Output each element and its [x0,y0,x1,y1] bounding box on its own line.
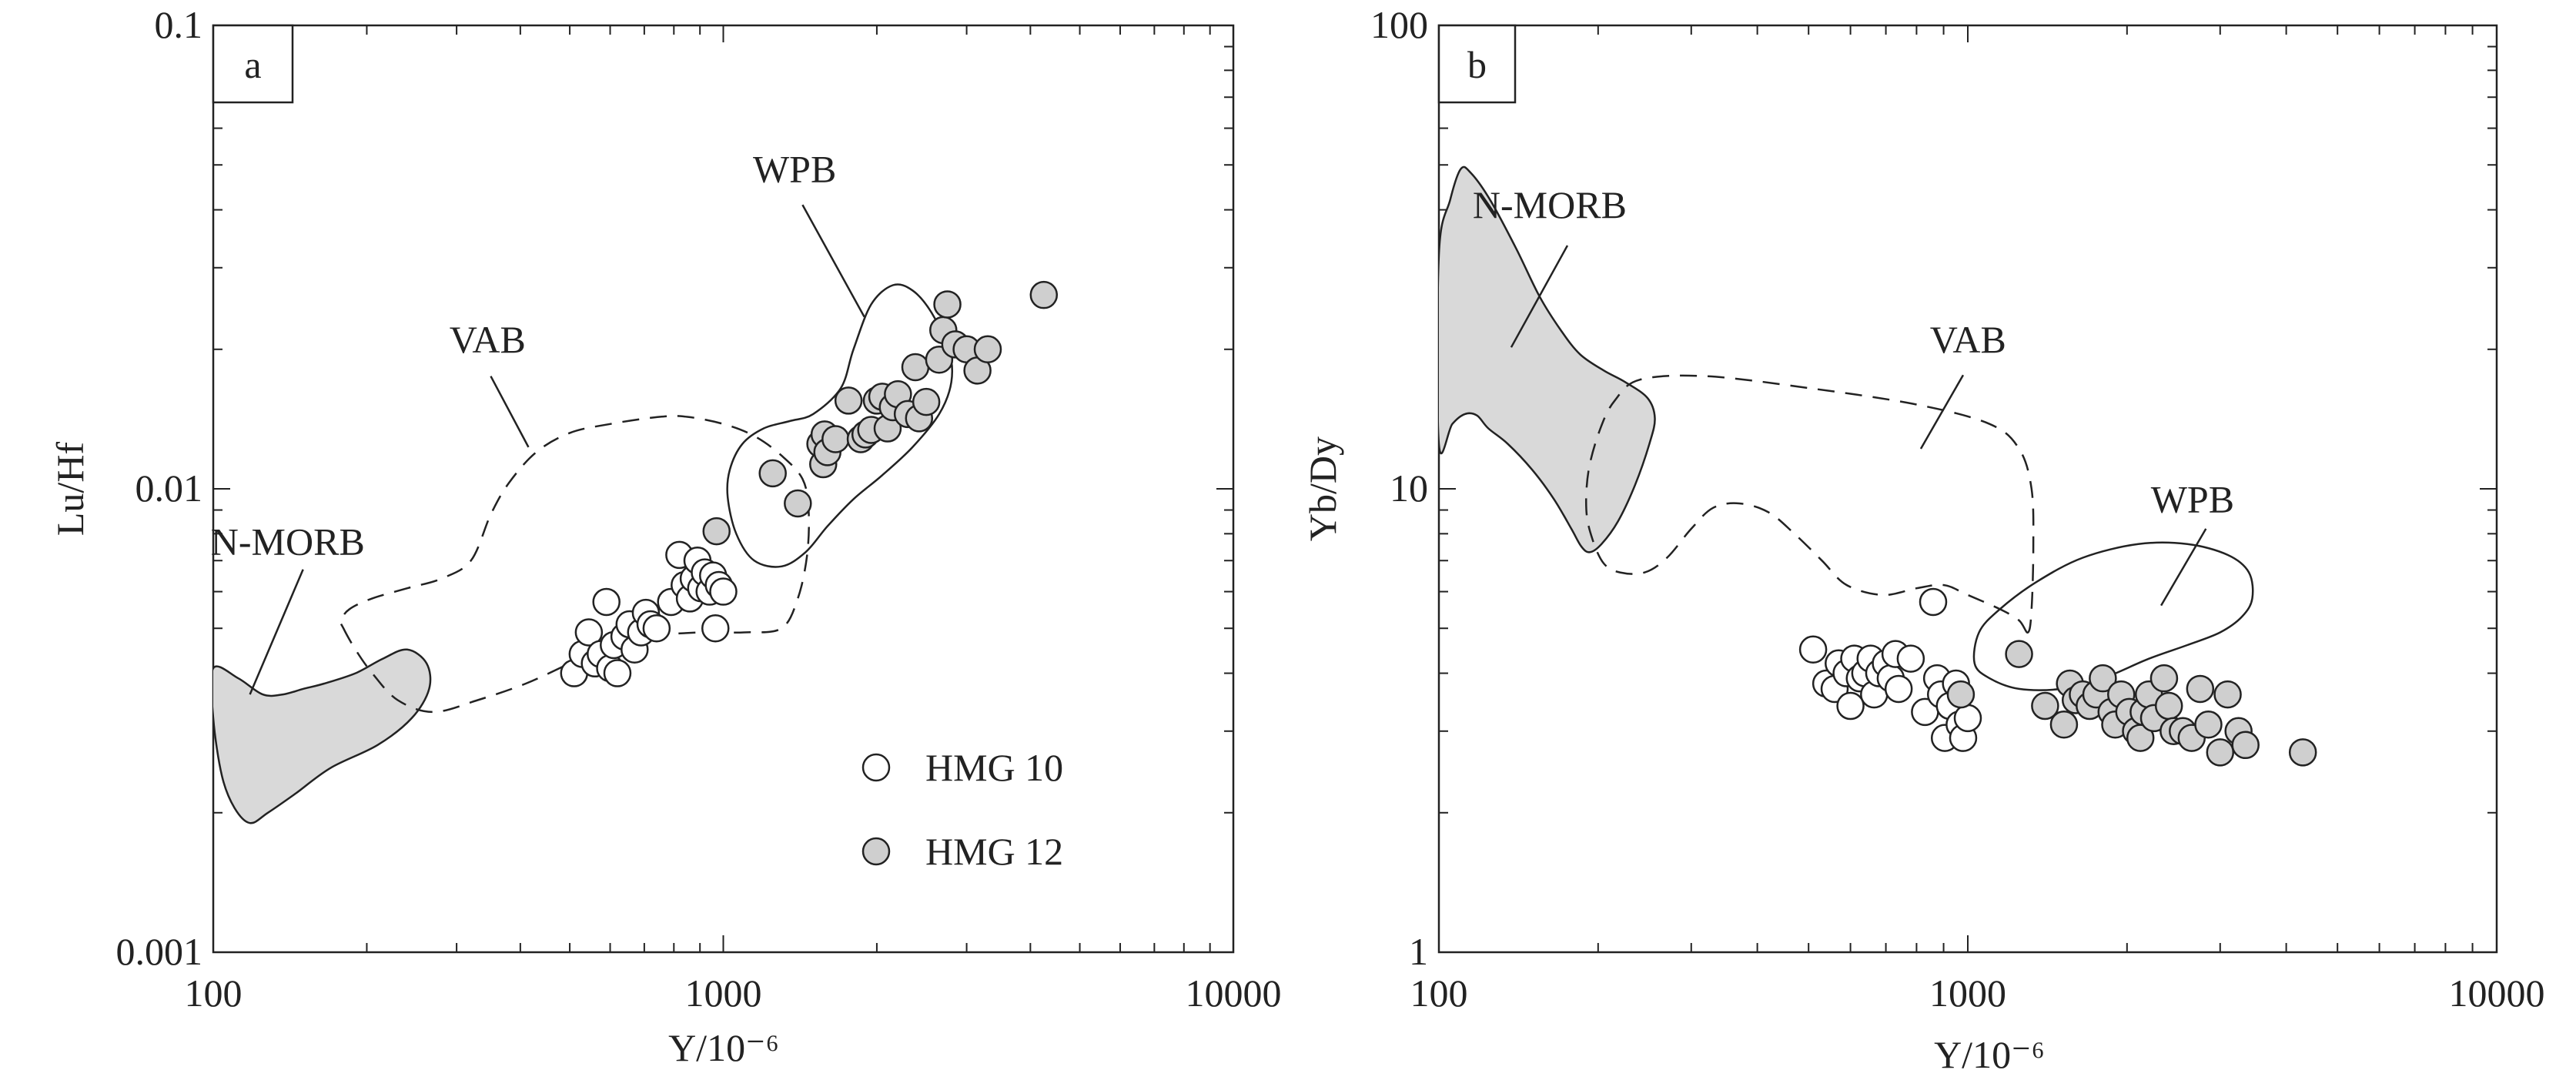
field-vab-leader [490,376,530,448]
panel-b-chart: 100 1000 10000 1 10 100 Y/10⁻⁶ Yb/Dy N-MORB VAB WP… [1301,3,2545,1070]
field-vab-leader [1919,374,1965,450]
field-n-morb-outline [213,648,432,824]
data-point [2194,710,2223,739]
data-point [933,290,962,319]
data-point [2031,691,2059,721]
panel-label: b [1467,43,1487,86]
panel-label: a [244,43,261,86]
series-hmg-12 [702,280,1059,546]
data-point [1029,280,1059,309]
axis-ticks [212,25,1233,953]
series-hmg-10 [560,540,738,687]
data-point [701,614,730,643]
data-point [702,517,731,546]
data-point [642,614,671,643]
data-point [821,425,850,453]
panel-label-box [212,24,294,104]
data-point [2186,674,2215,704]
x-tick-label: 10000 [1186,971,1282,1015]
data-point [2049,710,2079,739]
x-tick-label: 100 [1410,971,1468,1015]
data-point [2149,664,2179,693]
data-point [1896,644,1925,673]
y-tick-label: 1 [1409,930,1428,973]
data-point [973,335,1002,364]
data-point [603,659,632,687]
y-tick-label: 100 [1370,3,1428,46]
field-wpb-label: WPB [753,148,836,191]
data-point [574,618,604,647]
y-axis-title: Lu/Hf [49,442,92,537]
data-point [2288,738,2317,767]
panel-label-box [1437,24,1517,104]
data-point [901,353,930,382]
data-point [1798,635,1828,664]
legend-marker [861,837,891,866]
field-wpb-outline [1972,541,2254,691]
data-point [2154,691,2183,721]
data-point [1884,674,1913,704]
data-point [1836,691,1865,721]
x-axis-title: Y/10⁻⁶ [668,1026,779,1069]
series-hmg-10 [1798,587,1982,752]
data-point [784,489,812,518]
y-tick-label: 10 [1390,466,1428,510]
legend-marker [861,753,891,782]
field-wpb-leader [2160,528,2207,607]
field-n-morb-leader [1510,245,1569,348]
panel-a-chart: 100 1000 10000 0.001 0.01 0.1 Y/10⁻⁶ Lu/Hf N-MOR… [49,3,1282,1069]
legend-label: HMG 12 [925,830,1063,873]
series-hmg-12 [1946,640,2317,767]
tectonic-fields [1439,166,2254,691]
field-vab-label: VAB [1930,318,2006,361]
field-vab-label: VAB [450,318,526,361]
field-n-morb-label: N-MORB [1473,183,1627,226]
y-tick-label: 0.01 [135,466,203,510]
field-vab-outline [1584,374,2035,634]
data-point [758,459,787,488]
y-axis-title: Yb/Dy [1301,436,1344,541]
field-n-morb-outline [1439,166,1656,553]
field-vab-outline [340,415,810,714]
legend: HMG 10 HMG 12 [861,746,1063,873]
y-tick-label: 0.001 [116,930,203,973]
data-point [2213,680,2242,709]
x-tick-label: 100 [185,971,243,1015]
data-point [1953,704,1982,733]
data-point [2089,664,2117,693]
data-point [1946,680,1975,709]
y-tick-label: 0.1 [155,3,203,46]
data-point [834,386,863,415]
field-n-morb-leader [249,569,304,695]
data-point [709,577,738,606]
field-wpb-leader [801,204,865,318]
x-tick-label: 1000 [1929,971,2006,1015]
x-axis-title: Y/10⁻⁶ [1934,1033,2045,1070]
data-point [1919,587,1948,617]
x-tick-label: 10000 [2449,971,2545,1015]
data-point [2005,640,2033,668]
data-point [912,387,941,416]
field-n-morb-label: N-MORB [211,520,365,563]
x-tick-label: 1000 [685,971,762,1015]
plot-frame [212,24,1235,954]
data-point [2206,738,2235,767]
data-point [2231,731,2260,760]
legend-label: HMG 10 [925,746,1063,789]
data-point [592,587,621,617]
field-wpb-label: WPB [2151,477,2234,520]
